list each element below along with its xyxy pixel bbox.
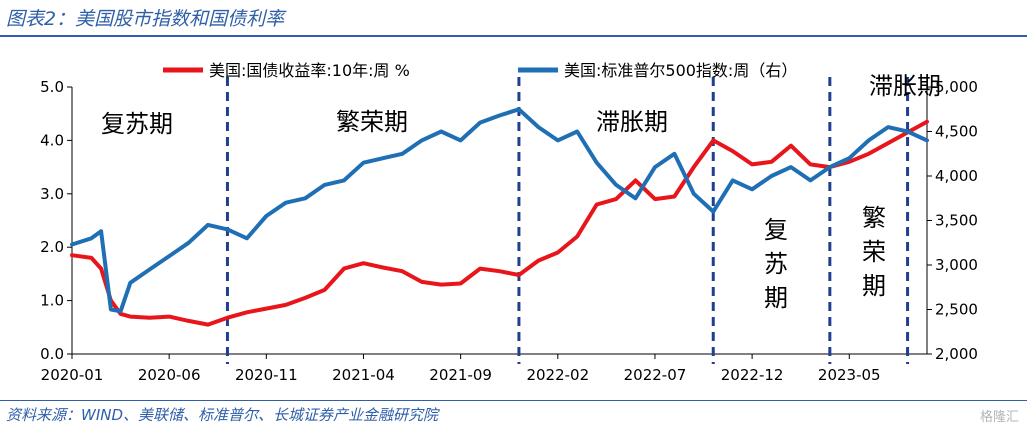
y-right-tick-label: 4,000	[935, 167, 978, 185]
phase-label: 复苏期	[101, 110, 173, 138]
phase-label: 繁荣期	[336, 108, 408, 136]
phase-dividers	[225, 77, 910, 364]
y-left-tick-label: 2.0	[40, 238, 64, 256]
x-tick-label: 2023-05	[818, 366, 881, 384]
series-line-yield	[70, 119, 929, 327]
x-tick-label: 2021-04	[332, 366, 395, 384]
y-left-tick-label: 1.0	[40, 292, 64, 310]
phase-label: 滞胀期	[596, 108, 668, 136]
series-layer	[70, 107, 929, 327]
x-tick-label: 2022-07	[624, 366, 687, 384]
y-left-tick-label: 5.0	[40, 78, 64, 96]
phase-label: 滞胀期	[869, 72, 941, 100]
y-right-tick-label: 3,500	[935, 212, 978, 230]
y-left-tick-label: 3.0	[40, 185, 64, 203]
y-left-tick-label: 4.0	[40, 131, 64, 149]
axes: 0.0 1.0 2.0 3.0 4.0 5.0 2,000 2,500 3,000 3,500 4,…	[40, 78, 978, 384]
x-tick-label: 2020-06	[138, 366, 201, 384]
x-tick-label: 2020-01	[41, 366, 104, 384]
line-chart: 0.0 1.0 2.0 3.0 4.0 5.0 2,000 2,500 3,000 3,500 4,…	[40, 61, 978, 384]
source-note: 资料来源：WIND、美联储、标准普尔、长城证券产业金融研究院	[6, 406, 439, 424]
y-right-tick-label: 4,500	[935, 123, 978, 141]
x-tick-label: 2022-02	[526, 366, 589, 384]
legend-label-yield: 美国:国债收益率:10年:周 %	[209, 61, 410, 80]
x-tick-label: 2022-12	[721, 366, 784, 384]
series-line-spx	[70, 107, 929, 314]
y-left-tick-label: 0.0	[40, 345, 64, 363]
y-right-tick-label: 3,000	[935, 256, 978, 274]
legend: 美国:国债收益率:10年:周 % 美国:标准普尔500指数:周（右）	[163, 61, 797, 80]
x-tick-label: 2021-09	[429, 366, 492, 384]
y-right-tick-label: 2,500	[935, 301, 978, 319]
y-right-tick-label: 2,000	[935, 345, 978, 363]
page-title: 图表2：美国股市指数和国债利率	[6, 8, 285, 30]
watermark-logo: 格隆汇	[979, 410, 1019, 425]
footer-divider	[0, 400, 1027, 401]
legend-label-spx: 美国:标准普尔500指数:周（右）	[564, 61, 797, 80]
y-right-tick-label: 5,000	[935, 78, 978, 96]
phase-label-vertical: 复苏期	[764, 216, 788, 312]
phase-label-vertical: 繁荣期	[862, 204, 886, 300]
title-divider	[0, 35, 1027, 37]
x-tick-label: 2020-11	[235, 366, 298, 384]
